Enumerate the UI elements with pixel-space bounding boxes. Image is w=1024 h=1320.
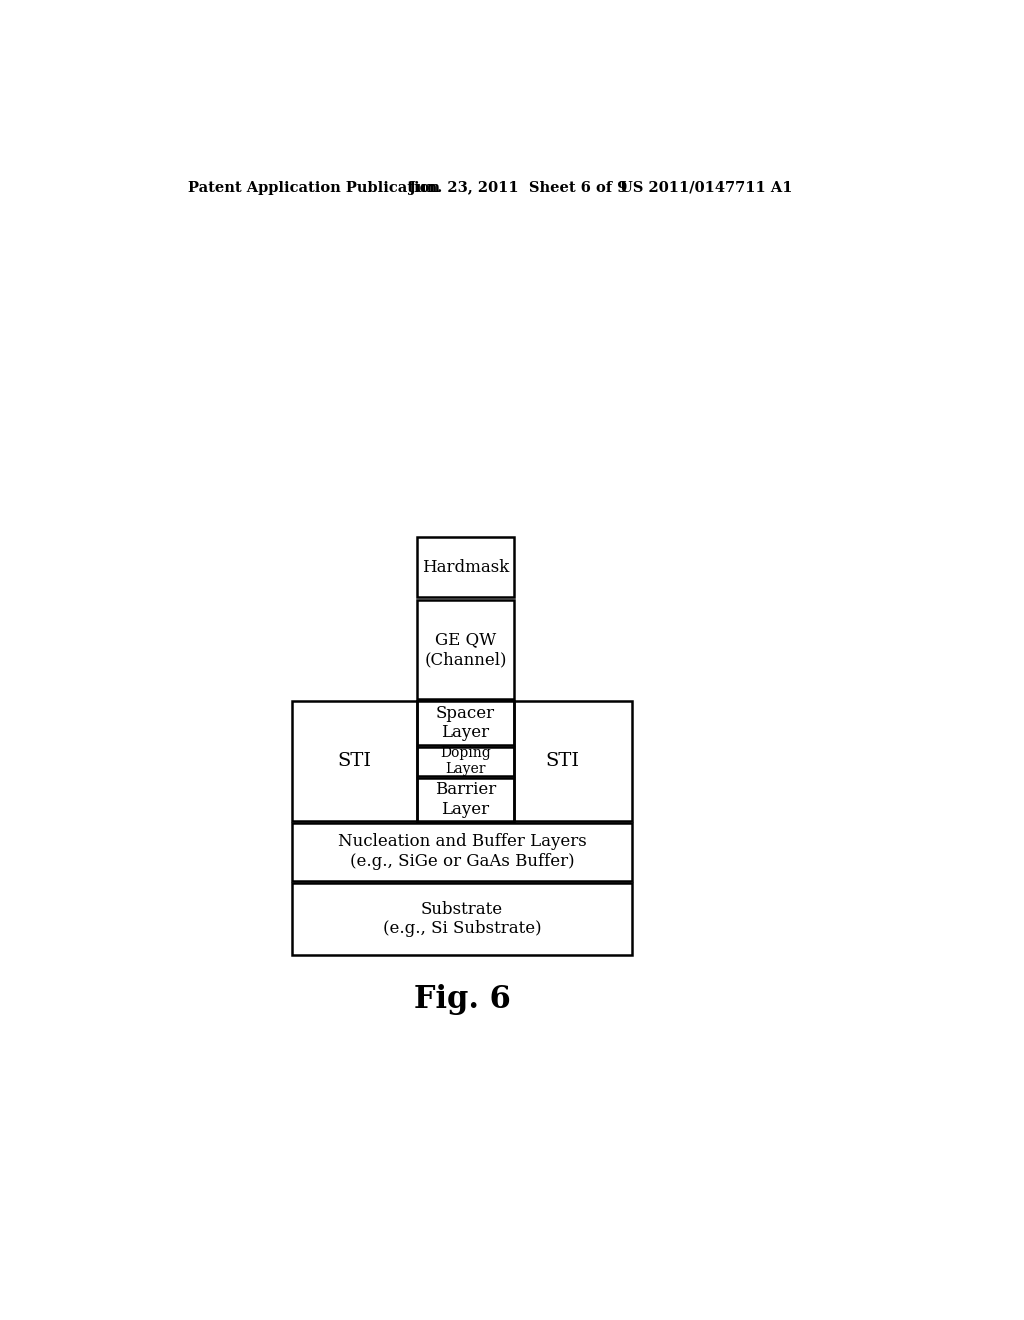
Bar — [292, 701, 632, 821]
Text: Barrier
Layer: Barrier Layer — [435, 781, 497, 817]
Bar — [417, 747, 514, 776]
Bar — [292, 883, 632, 956]
Text: Jun. 23, 2011  Sheet 6 of 9: Jun. 23, 2011 Sheet 6 of 9 — [409, 181, 627, 194]
Bar — [417, 779, 514, 821]
Text: Substrate
(e.g., Si Substrate): Substrate (e.g., Si Substrate) — [383, 900, 542, 937]
Bar — [292, 822, 632, 880]
Text: STI: STI — [545, 752, 579, 770]
Text: Nucleation and Buffer Layers
(e.g., SiGe or GaAs Buffer): Nucleation and Buffer Layers (e.g., SiGe… — [338, 833, 587, 870]
Text: Hardmask: Hardmask — [422, 558, 509, 576]
Text: GE QW
(Channel): GE QW (Channel) — [424, 631, 507, 668]
Bar — [417, 701, 514, 744]
Text: Spacer
Layer: Spacer Layer — [436, 705, 495, 742]
Text: Patent Application Publication: Patent Application Publication — [188, 181, 440, 194]
Text: US 2011/0147711 A1: US 2011/0147711 A1 — [621, 181, 793, 194]
Bar — [417, 601, 514, 700]
Text: Fig. 6: Fig. 6 — [415, 983, 511, 1015]
Bar — [417, 537, 514, 598]
Text: Doping
Layer: Doping Layer — [440, 746, 490, 776]
Text: STI: STI — [337, 752, 372, 770]
